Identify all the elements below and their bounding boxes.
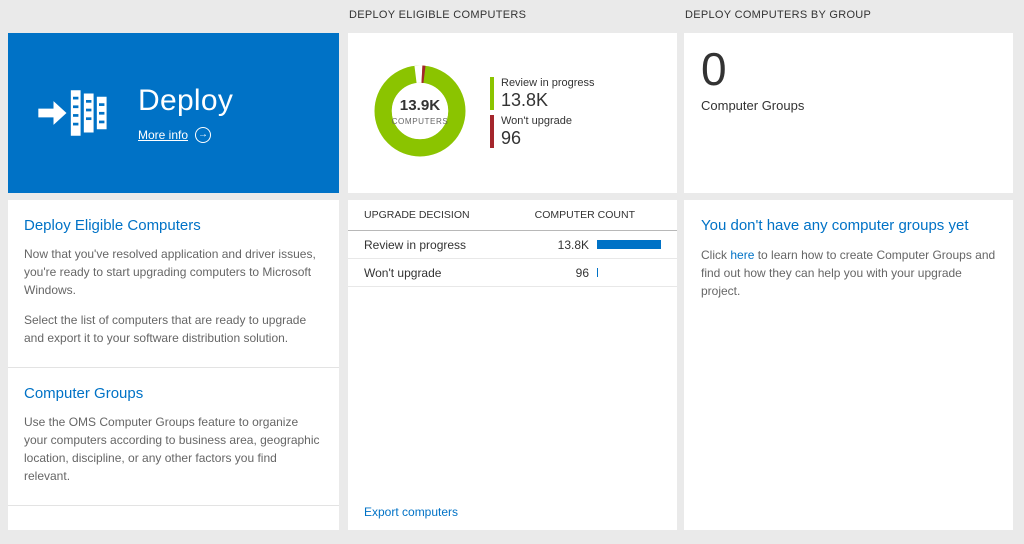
text-before-link: Click [701, 248, 731, 262]
upgrade-decision-table-card: UPGRADE DECISION COMPUTER COUNT Review i… [348, 200, 677, 530]
donut-center-label: COMPUTERS [392, 117, 449, 126]
computer-groups-count: 0 [701, 43, 727, 95]
column-header-upgrade-decision: UPGRADE DECISION [364, 209, 470, 221]
right-column-header: DEPLOY COMPUTERS BY GROUP [685, 9, 872, 21]
row-label: Won't upgrade [364, 265, 442, 280]
legend-value: 13.8K [501, 90, 549, 110]
legend-swatch-red [490, 115, 494, 148]
row-value: 96 [575, 265, 589, 280]
text-after-link: to learn how to create Computer Groups a… [701, 248, 996, 298]
no-groups-heading: You don't have any computer groups yet [701, 217, 969, 234]
arrow-right-icon: → [195, 126, 212, 143]
no-computer-groups-card: You don't have any computer groups yet C… [684, 200, 1013, 530]
computer-groups-count-card[interactable]: 0 Computer Groups [684, 33, 1013, 193]
no-groups-text: Click here to learn how to create Comput… [701, 246, 996, 300]
arrow-glyph: → [198, 128, 209, 140]
middle-column-header: DEPLOY ELIGIBLE COMPUTERS [349, 9, 527, 21]
computer-groups-count-label: Computer Groups [701, 97, 805, 113]
row-value: 13.8K [557, 237, 589, 252]
deploy-tile-text: Deploy More info → [138, 84, 233, 143]
donut-chart[interactable]: 13.9K COMPUTERS [368, 59, 472, 168]
table-header-row: UPGRADE DECISION COMPUTER COUNT [348, 200, 677, 231]
eligible-computers-chart-card: 13.9K COMPUTERS Review in progress 13.8K… [348, 33, 677, 193]
column-header-computer-count: COMPUTER COUNT [534, 209, 635, 221]
deploy-eligible-paragraph-1: Now that you've resolved application and… [24, 247, 316, 297]
chart-legend: Review in progress 13.8K Won't upgrade 9… [490, 77, 595, 149]
computer-groups-heading: Computer Groups [24, 385, 144, 402]
count-bar [597, 268, 661, 277]
deploy-tile[interactable]: Deploy More info → [8, 33, 339, 193]
legend-swatch-green [490, 77, 494, 110]
legend-label: Review in progress [501, 77, 595, 89]
legend-item-review-in-progress[interactable]: Review in progress 13.8K [490, 77, 595, 111]
here-link[interactable]: here [730, 248, 755, 262]
deploy-icon [8, 87, 138, 139]
export-computers-link[interactable]: Export computers [364, 505, 459, 519]
deploy-eligible-computers-heading: Deploy Eligible Computers [24, 217, 201, 234]
count-bar [597, 240, 661, 249]
table-row[interactable]: Review in progress 13.8K [348, 231, 677, 259]
table-row[interactable]: Won't upgrade 96 [348, 259, 677, 287]
legend-label: Won't upgrade [501, 115, 573, 127]
deploy-description-panel: Deploy Eligible Computers Now that you'v… [8, 200, 339, 530]
computer-groups-section: Computer Groups Use the OMS Computer Gro… [8, 368, 339, 506]
deploy-tile-title: Deploy [138, 83, 234, 117]
legend-item-wont-upgrade[interactable]: Won't upgrade 96 [490, 115, 595, 149]
deploy-eligible-computers-section: Deploy Eligible Computers Now that you'v… [8, 200, 339, 368]
donut-center-value: 13.9K [400, 96, 440, 113]
row-label: Review in progress [364, 237, 467, 252]
legend-value: 96 [501, 128, 522, 148]
more-info-link[interactable]: More info → [138, 126, 233, 143]
more-info-label: More info [138, 127, 189, 142]
deploy-eligible-paragraph-2: Select the list of computers that are re… [24, 313, 307, 345]
computer-groups-paragraph: Use the OMS Computer Groups feature to o… [24, 415, 320, 483]
